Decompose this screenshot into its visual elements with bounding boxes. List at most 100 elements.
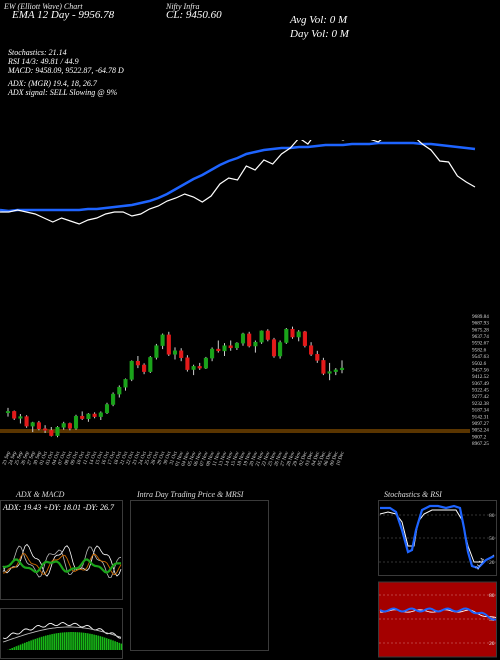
- candle-body: [73, 415, 79, 429]
- macd-hist-bar: [9, 648, 11, 650]
- date-tick-label: 30 Sep: [32, 450, 43, 466]
- macd-hist-bar: [97, 635, 100, 650]
- candle-body: [216, 348, 221, 352]
- rsi-tick-label: 80: [489, 593, 495, 599]
- candle-body: [222, 345, 227, 352]
- date-tick-label: 06 Dec: [323, 450, 334, 467]
- date-tick-label: 05 Dec: [317, 450, 328, 467]
- price-tick-label: 9232.38: [472, 401, 489, 407]
- date-tick-label: 24 Oct: [138, 450, 149, 466]
- macd-hist-bar: [53, 633, 55, 650]
- price-tick-label: 9457.56: [472, 368, 489, 374]
- price-tick-label: 9187.34: [472, 408, 489, 414]
- macd-hist-bar: [74, 632, 76, 650]
- date-tick-label: 21 Nov: [255, 450, 266, 467]
- candle-body: [117, 386, 122, 395]
- macd-hist-bar: [51, 634, 53, 650]
- macd-hist-bar: [93, 634, 95, 650]
- date-tick-label: 01 Oct: [39, 450, 50, 466]
- ema-label: EMA 12 Day - 9956.78: [12, 9, 115, 21]
- candle-body: [203, 357, 208, 369]
- adx-values-text: ADX: 19.43 +DY: 18.01 -DY: 26.7: [2, 503, 115, 512]
- candle-body: [172, 350, 178, 355]
- date-tick-label: 10 Oct: [76, 450, 87, 466]
- date-tick-label: 30 Oct: [162, 450, 173, 466]
- candle-body: [24, 416, 29, 427]
- price-tick-label: 9322.45: [472, 388, 489, 394]
- adx-orange-line: [2, 553, 122, 576]
- candle-body: [129, 360, 134, 380]
- close-price: CL: 9450.60: [166, 9, 222, 21]
- candle-body: [43, 428, 48, 431]
- price-tick-label: 9097.27: [472, 421, 489, 427]
- candle-body: [315, 354, 320, 361]
- price-tick-label: 9052.24: [472, 428, 489, 434]
- candle-body: [92, 413, 97, 417]
- macd-hist-bar: [57, 633, 60, 650]
- date-tick-label: 15 Oct: [94, 450, 105, 466]
- candle-body: [278, 342, 283, 357]
- candle-body: [179, 350, 184, 358]
- intraday-panel: [130, 500, 269, 651]
- price-tick-label: 9142.31: [472, 414, 489, 420]
- macd-hist-bar: [49, 634, 51, 650]
- stoch-d-line: [379, 509, 495, 563]
- macd-hist-bar: [28, 641, 30, 650]
- rsi-tick-label: 20: [489, 641, 495, 647]
- candle-body: [296, 331, 301, 338]
- macd-hist-bar: [21, 643, 24, 650]
- candle-body: [185, 357, 190, 370]
- candle-body: [290, 328, 295, 338]
- macd-hist-bar: [101, 636, 104, 650]
- date-tick-label: 23 Sep: [1, 450, 12, 466]
- candle-body: [265, 330, 270, 340]
- price-tick-label: 8967.25: [472, 441, 489, 447]
- price-tick-label: 9687.93: [472, 321, 489, 327]
- candle-body: [210, 348, 215, 359]
- adx-box: [0, 500, 123, 600]
- macd-hist-bar: [99, 636, 102, 650]
- intraday-panel-title: Intra Day Trading Price & MRSI: [137, 490, 244, 499]
- date-tick-label: 15 Nov: [230, 450, 241, 467]
- date-tick-label: 10 Dec: [335, 450, 346, 467]
- date-tick-label: 20 Nov: [248, 450, 259, 467]
- macd-hist-bar: [103, 637, 106, 650]
- macd-readout: MACD: 9458.09, 9522.87, -64.78 D: [8, 66, 124, 75]
- stoch-tick-label: 80: [489, 513, 495, 519]
- upper-line-chart: [0, 140, 476, 225]
- candle-body: [309, 345, 314, 355]
- date-tick-label: 26 Nov: [273, 450, 284, 467]
- date-tick-label: 25 Oct: [144, 450, 155, 466]
- candle-body: [111, 393, 116, 405]
- candle-body: [228, 345, 233, 349]
- macd-hist-bar: [87, 633, 89, 650]
- header-left-title: EW (Elliott Wave) Chart: [4, 2, 83, 11]
- macd-hist-bar: [61, 632, 64, 650]
- date-tick-label: 17 Oct: [107, 450, 118, 466]
- macd-hist-bar: [70, 632, 72, 650]
- date-tick-label: 06 Nov: [193, 450, 204, 467]
- macd-hist-bar: [116, 642, 118, 650]
- stoch-panel-title: Stochastics & RSI: [384, 490, 442, 499]
- date-tick-label: 27 Nov: [279, 450, 290, 467]
- candle-body: [160, 334, 165, 346]
- macd-hist-bar: [110, 639, 112, 650]
- date-tick-label: 04 Nov: [180, 450, 191, 467]
- candle-body: [49, 430, 54, 436]
- stoch-tick-label: 20: [489, 560, 495, 566]
- candle-body: [240, 333, 246, 344]
- price-tick-label: 9637.74: [472, 334, 489, 340]
- candle-body: [142, 364, 147, 372]
- macd-hist-bar: [112, 640, 114, 650]
- date-tick-label: 25 Nov: [267, 450, 278, 467]
- adx-readout: ADX: (MGR) 19.4, 18, 26.7: [8, 79, 97, 88]
- macd-hist-bar: [19, 644, 22, 650]
- date-tick-label: 14 Oct: [88, 450, 99, 466]
- rsi-box: [378, 581, 497, 658]
- date-tick-label: 27 Sep: [26, 450, 37, 466]
- candle-body: [80, 415, 85, 419]
- macd-hist-bar: [118, 642, 121, 650]
- date-tick-label: 04 Oct: [51, 450, 62, 466]
- ema-line: [0, 141, 476, 213]
- macd-line: [2, 622, 122, 639]
